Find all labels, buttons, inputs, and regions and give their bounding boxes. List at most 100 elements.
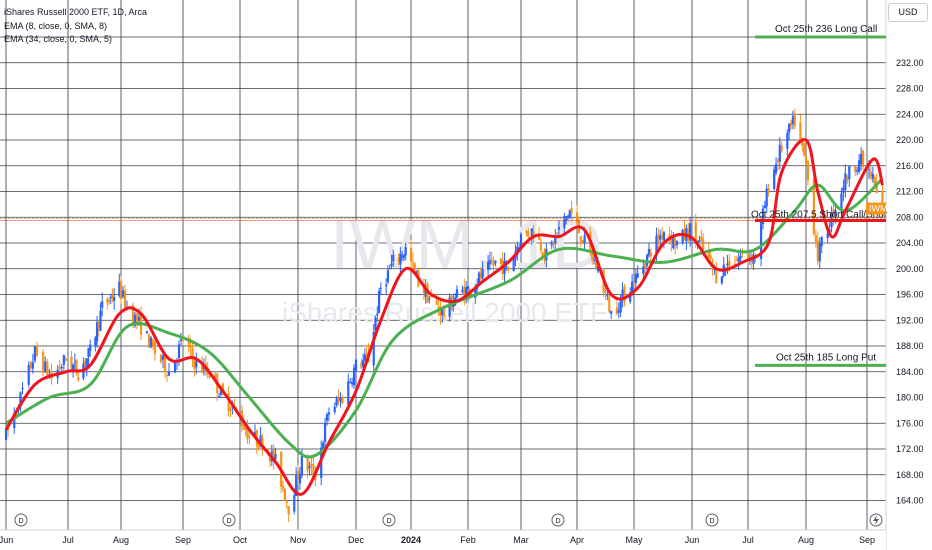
candle-down (191, 348, 194, 359)
candle-up (488, 260, 492, 264)
candle-down (789, 122, 793, 127)
candle-down (594, 258, 598, 268)
candle-down (816, 240, 819, 262)
candle-down (159, 354, 163, 363)
candle-up (519, 233, 523, 250)
candle-up (62, 355, 65, 365)
candle-up (842, 187, 845, 193)
time-tick-label: Jul (742, 535, 754, 545)
candle-up (791, 116, 795, 124)
candle-up (385, 284, 388, 287)
candle-up (352, 367, 356, 386)
candle-up (363, 354, 366, 361)
time-tick-label: Nov (290, 535, 307, 545)
candle-up (386, 270, 390, 282)
candle-up (474, 287, 477, 298)
candle-up (113, 297, 116, 301)
candle-up (563, 215, 566, 229)
candle-down (411, 261, 414, 263)
candle-down (111, 294, 114, 299)
price-axis[interactable]: 164.00 168.00 172.00 176.00 180.00 184.00 188.… (887, 0, 932, 550)
candle-down (861, 150, 865, 167)
candle-down (200, 363, 204, 373)
candle-down (657, 233, 660, 242)
candle-up (774, 164, 778, 173)
candle-down (735, 260, 738, 262)
candle-down (153, 342, 157, 354)
candle-down (694, 221, 697, 242)
candle-down (187, 340, 190, 347)
time-tick-label: Jul (62, 535, 74, 545)
ema-slow-legend[interactable]: EMA (34, close, 0, SMA, 5) (4, 34, 113, 44)
currency-button[interactable]: USD (888, 3, 928, 22)
price-tick-label: 180.00 (896, 393, 924, 403)
candle-down (439, 308, 442, 316)
price-tick-label: 216.00 (896, 161, 924, 171)
candle-up (161, 355, 165, 360)
candle-down (806, 161, 810, 181)
candle-down (575, 212, 579, 223)
candle-down (272, 449, 275, 461)
candle-up (374, 317, 377, 331)
candle-up (298, 473, 302, 484)
price-tick-label: 172.00 (896, 444, 924, 454)
candle-up (844, 173, 847, 190)
candle-down (700, 236, 703, 240)
symbol-title[interactable]: iShares Russell 2000 ETF, 1D, Arca (4, 7, 148, 17)
candle-down (552, 242, 555, 245)
candle-up (253, 432, 257, 436)
candle-down (296, 470, 300, 480)
candle-up (101, 301, 104, 308)
candle-up (333, 406, 336, 413)
candle-down (854, 166, 857, 173)
candle-up (354, 359, 358, 371)
price-tick-label: 164.00 (896, 496, 924, 506)
candle-down (499, 258, 502, 265)
candle-down (707, 250, 710, 258)
candle-up (293, 495, 296, 512)
time-tick-label: Oct (233, 535, 248, 545)
candle-up (60, 366, 63, 369)
candle-down (803, 142, 806, 156)
candle-up (109, 296, 112, 299)
chart-legend: iShares Russell 2000 ETF, 1D, Arca EMA (… (4, 6, 147, 47)
ema-fast-legend[interactable]: EMA (8, close, 0, SMA, 8) (4, 20, 108, 31)
candle-up (554, 235, 557, 243)
candle-up (379, 287, 382, 289)
candle-down (812, 179, 815, 234)
candle-up (323, 423, 327, 442)
candle-up (347, 381, 350, 405)
candle-up (455, 289, 459, 298)
candle-up (634, 274, 637, 283)
candle-up (681, 229, 684, 244)
price-tick-label: 208.00 (896, 212, 924, 222)
candle-down (507, 266, 510, 271)
candle-down (804, 154, 808, 165)
candle-down (42, 352, 45, 373)
candle-down (409, 247, 413, 262)
candle-down (581, 240, 584, 244)
candle-down (873, 177, 876, 186)
candle-down (193, 359, 196, 369)
time-axis[interactable]: Jun Jul Aug Sep Oct Nov Dec 2024 Feb Mar Apr May Jun… (0, 531, 886, 550)
candle-down (668, 234, 671, 238)
candle-up (761, 208, 765, 225)
candle-down (107, 299, 111, 302)
time-tick-label: 2024 (401, 535, 421, 545)
candles (4, 108, 884, 522)
candle-up (351, 381, 354, 385)
candle-down (832, 209, 835, 218)
candle-up (218, 396, 221, 398)
candle-up (662, 232, 666, 241)
candle-down (131, 305, 135, 324)
candle-up (404, 247, 407, 256)
candle-down (463, 286, 466, 299)
candle-up (274, 454, 277, 459)
price-tick-label: 184.00 (896, 367, 924, 377)
candle-down (615, 307, 618, 314)
candle-up (441, 308, 444, 315)
time-tick-label: Feb (460, 535, 476, 545)
candle-up (675, 240, 679, 246)
